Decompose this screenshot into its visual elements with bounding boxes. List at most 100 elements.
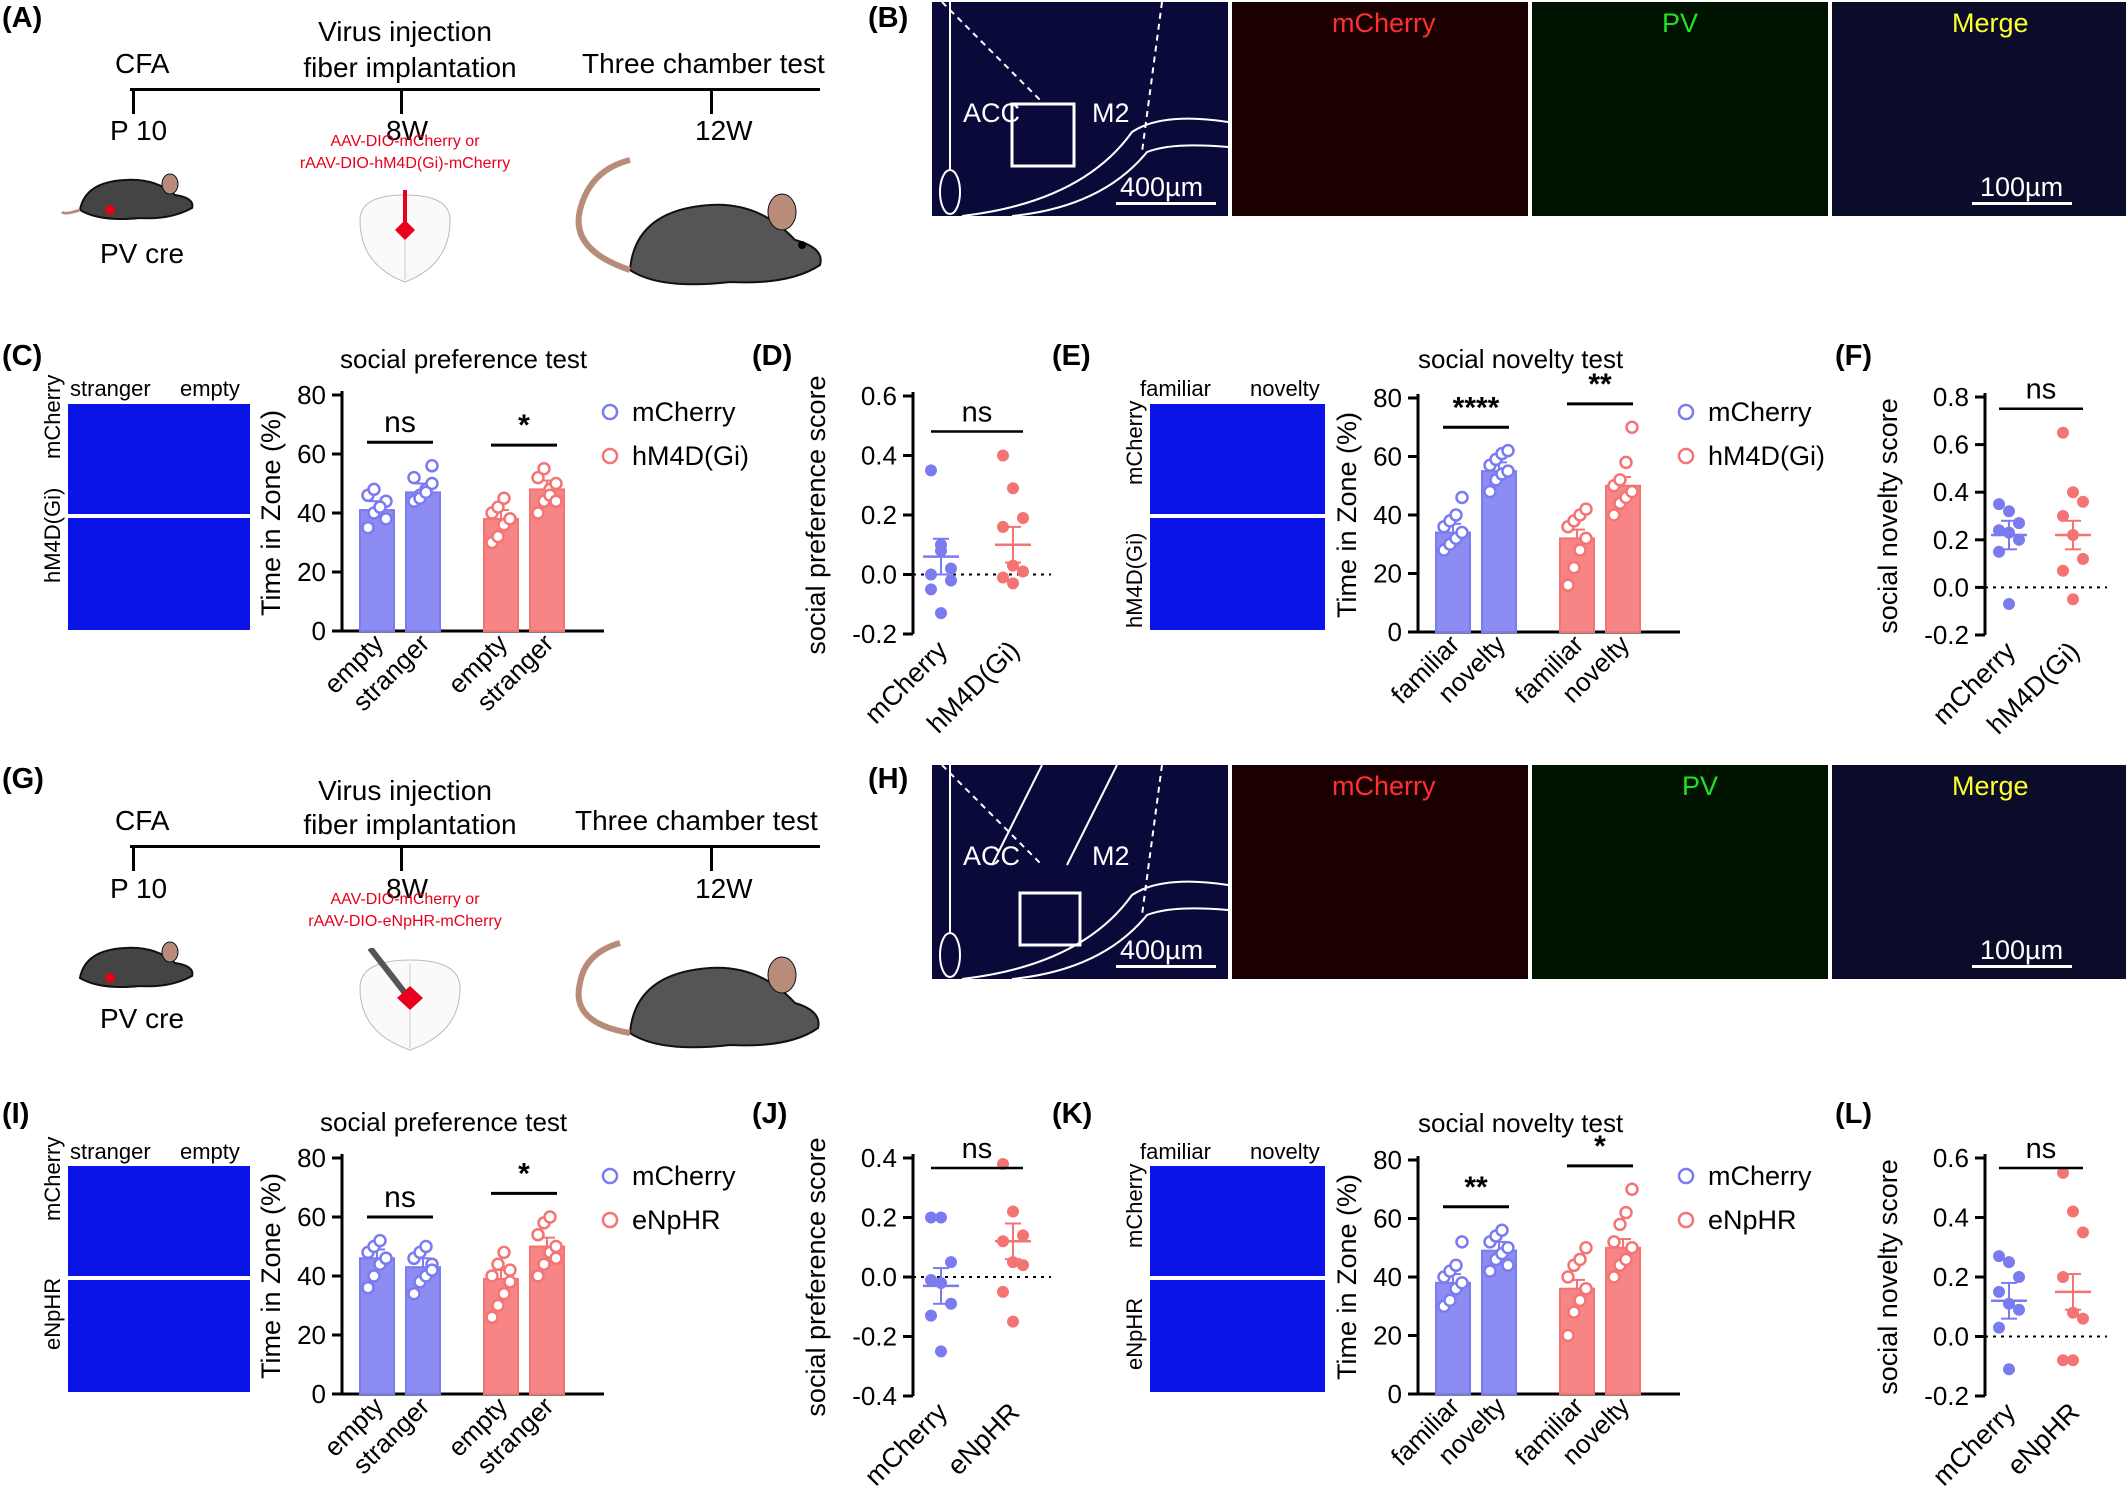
legend-label: mCherry: [1708, 397, 1812, 427]
data-point: [2077, 495, 2089, 508]
data-point: [1993, 545, 2005, 558]
heatmap-bottom-label: hM4D(Gi): [1122, 532, 1147, 628]
aav-label-2: rAAV-DIO-eNpHR-mCherry: [308, 913, 502, 930]
data-point: [1579, 502, 1593, 516]
heatmap-left-label: familiar: [1140, 1139, 1211, 1164]
heatmap-bottom-label: eNpHR: [40, 1277, 65, 1350]
acc-label: ACC: [963, 841, 1021, 871]
mouse-small-icon: [78, 941, 194, 988]
data-point: [1017, 1229, 1029, 1242]
legend-label: hM4D(Gi): [1708, 441, 1825, 471]
data-point: [1455, 1235, 1469, 1249]
heatmap-right-label: novelty: [1250, 376, 1320, 401]
data-point: [407, 470, 421, 485]
brain-fiber-icon: [359, 948, 461, 1051]
y-tick-label: 0.2: [1933, 525, 1969, 555]
y-axis-label: Time in Zone (%): [256, 1173, 286, 1379]
data-point: [1607, 1235, 1621, 1249]
mouse-small-icon: [60, 173, 194, 220]
bar: [1481, 470, 1517, 633]
y-tick-label: 40: [1373, 500, 1402, 530]
y-tick-label: 60: [1373, 442, 1402, 472]
cfa-label: CFA: [115, 48, 170, 79]
y-tick-label: 80: [297, 1143, 326, 1173]
merge-image: Merge 100µm: [1832, 2, 2126, 216]
panel-label-j: (J): [752, 1098, 788, 1130]
data-point: [1449, 1258, 1463, 1273]
w8-label: 8W: [386, 115, 428, 146]
mouse-large-icon: [575, 157, 822, 286]
data-point: [531, 1269, 545, 1283]
data-point: [1495, 1223, 1509, 1237]
panel-label-f: (F): [1835, 340, 1873, 372]
significance-label: **: [1464, 1171, 1488, 1204]
y-tick-label: 0.0: [861, 560, 897, 590]
y-tick-label: 40: [297, 498, 326, 528]
significance-label: ns: [384, 1181, 416, 1214]
scale-bar: [1972, 965, 2072, 968]
three-chamber-label: Three chamber test: [575, 805, 818, 836]
y-tick-label: 20: [297, 1320, 326, 1350]
y-tick-label: 0.2: [1933, 1262, 1969, 1292]
y-tick-label: 20: [297, 557, 326, 587]
panel-label-a: (A): [2, 2, 43, 34]
data-point: [1449, 508, 1463, 522]
w12-label: 12W: [695, 873, 753, 904]
data-point: [945, 562, 957, 575]
acc-label: ACC: [963, 98, 1021, 128]
pv-image: PV: [1532, 2, 1828, 216]
data-point: [425, 1263, 439, 1277]
data-point: [491, 529, 505, 544]
panel-label-i: (I): [2, 1098, 30, 1130]
data-point: [425, 476, 439, 491]
data-point: [419, 485, 433, 500]
data-point: [1455, 525, 1469, 540]
data-point: [1483, 484, 1497, 499]
data-point: [945, 1256, 957, 1269]
data-point: [2067, 1205, 2079, 1218]
data-point: [537, 462, 551, 476]
chart-j: -0.4 -0.2 0.0 0.2 0.4 social preference score…: [801, 1133, 1051, 1491]
aav-label-1: AAV-DIO-mCherry or: [330, 891, 480, 908]
brain-slice-image: ACC M2 400µm: [932, 2, 1228, 216]
w8-label: 8W: [386, 873, 428, 904]
scale-bar: [1116, 965, 1216, 968]
data-point: [1993, 498, 2005, 511]
legend-marker: [1677, 1167, 1695, 1185]
y-tick-label: 20: [1373, 559, 1402, 589]
y-tick-label: 0.2: [861, 1203, 897, 1233]
y-tick-label: 60: [297, 439, 326, 469]
data-point: [1455, 1276, 1469, 1290]
data-point: [425, 459, 439, 473]
data-point: [1007, 482, 1019, 495]
y-tick-label: 0.6: [861, 381, 897, 411]
data-point: [2013, 1303, 2025, 1316]
y-axis-label: social preference score: [801, 375, 831, 654]
chart-title: social novelty test: [1418, 1108, 1624, 1138]
data-point: [2003, 505, 2015, 518]
data-point: [1619, 455, 1633, 470]
data-point: [1007, 1205, 1019, 1218]
chart-i: social preference test 0 20 40 60 80 Time in Z…: [256, 1107, 736, 1480]
data-point: [925, 1211, 937, 1224]
data-point: [1625, 1241, 1639, 1255]
data-point: [1579, 1241, 1593, 1255]
data-point: [503, 512, 517, 526]
data-point: [1483, 1264, 1497, 1278]
data-point: [497, 1245, 511, 1260]
data-point: [531, 1227, 545, 1242]
y-tick-label: -0.2: [1924, 1381, 1969, 1411]
y-tick-label: 0.6: [1933, 430, 1969, 460]
aav-label-2: rAAV-DIO-hM4D(Gi)-mCherry: [299, 155, 511, 172]
heatmap-bottom-label: eNpHR: [1122, 1297, 1147, 1370]
data-point: [419, 1239, 433, 1254]
heatmap-header: familiar novelty: [1140, 1139, 1370, 1169]
data-point: [531, 506, 545, 520]
significance-label: ns: [962, 1133, 993, 1165]
data-point: [1501, 443, 1515, 458]
data-point: [1573, 1252, 1587, 1267]
significance-label: *: [1594, 1130, 1606, 1163]
bar: [1605, 1246, 1641, 1395]
